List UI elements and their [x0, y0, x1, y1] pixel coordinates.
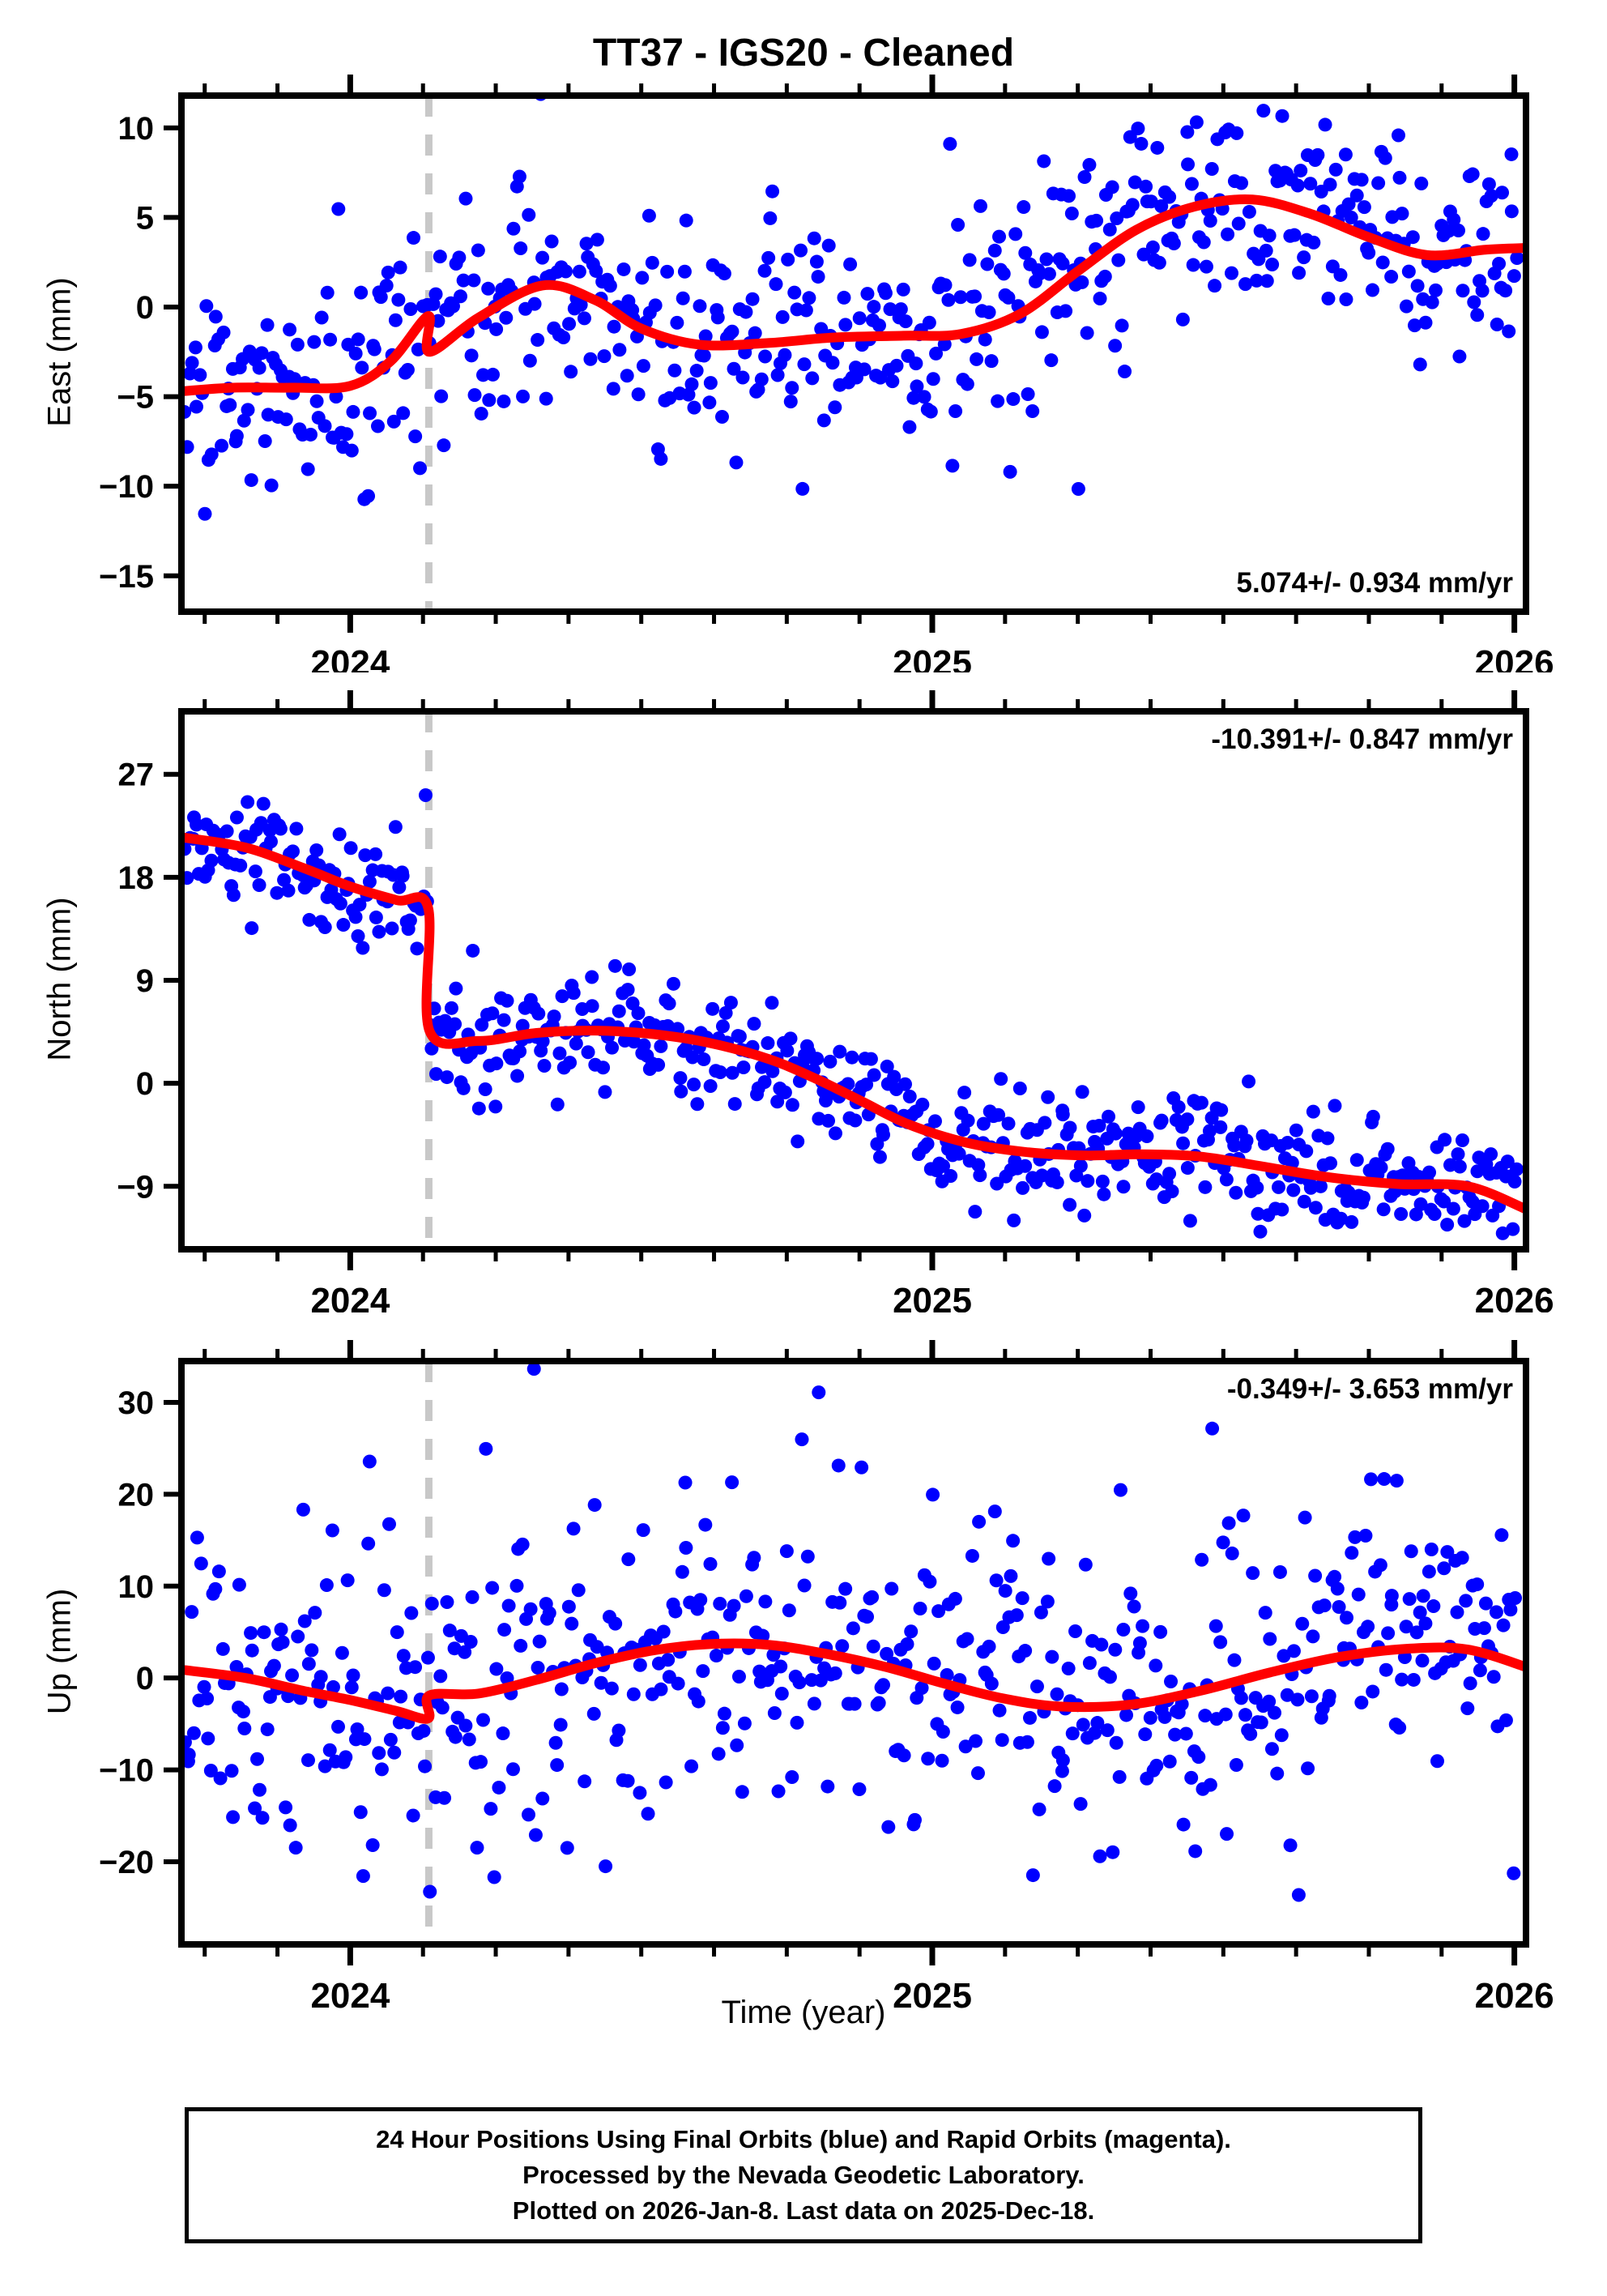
y-tick-label: 20	[118, 1477, 155, 1513]
y-tick-label: 30	[118, 1385, 155, 1421]
rate-annotation: 5.074+/- 0.934 mm/yr	[1237, 567, 1514, 599]
plot-frame	[178, 1358, 1529, 1948]
y-tick-label: 27	[118, 758, 155, 793]
x-tick-label: 2024	[310, 1976, 390, 2009]
data-points	[181, 96, 1524, 521]
y-tick-label: 0	[136, 1661, 154, 1696]
x-tick-label: 2025	[893, 643, 972, 672]
y-tick-label: 0	[136, 290, 154, 326]
plot-frame	[178, 92, 1529, 615]
y-tick-label: 0	[136, 1066, 154, 1102]
x-tick-label: 2024	[310, 1281, 390, 1312]
x-tick-label: 2026	[1475, 1281, 1554, 1312]
y-tick-label: −10	[99, 1753, 154, 1789]
y-tick-label: −9	[117, 1169, 154, 1205]
data-points	[181, 788, 1524, 1240]
north-plot-svg: 27 18 9 0 −9 2024 2025 2026 -10.391+/- 0.847 mm/…	[117, 690, 1554, 1312]
up-plot-svg: 30 20 10 0 −10 −20 2024 2025 2026 -0.349+/- 3.653…	[99, 1340, 1554, 2009]
page-title: TT37 - IGS20 - Cleaned	[592, 32, 1015, 75]
y-tick-label: 18	[118, 860, 155, 896]
data-points	[181, 1362, 1523, 1902]
y-tick-label: 10	[118, 1569, 155, 1605]
panel-east: 10 5 0 −5 −10 −15 2024 2025 2026 5.074+/- 0.934 m…	[0, 0, 1607, 672]
y-tick-label: −20	[99, 1845, 154, 1880]
caption-line-3: Plotted on 2026-Jan-8. Last data on 2025…	[512, 2196, 1095, 2225]
up-axis-label: Up (mm)	[41, 1588, 78, 1715]
model-curve	[181, 1638, 1526, 1724]
north-axis-label: North (mm)	[41, 897, 78, 1061]
x-tick-label: 2025	[893, 1976, 972, 2009]
x-tick-label: 2025	[893, 1281, 972, 1312]
caption-line-2: Processed by the Nevada Geodetic Laborat…	[522, 2160, 1085, 2189]
model-curve	[181, 194, 1526, 396]
y-tick-label: 9	[136, 963, 154, 999]
x-axis-label: Time (year)	[721, 1995, 886, 2030]
y-tick-label: 10	[118, 111, 155, 147]
figure-caption-box: 24 Hour Positions Using Final Orbits (bl…	[185, 2107, 1422, 2243]
rate-annotation: -10.391+/- 0.847 mm/yr	[1211, 723, 1513, 755]
x-tick-label: 2026	[1475, 643, 1554, 672]
y-tick-label: 5	[136, 200, 154, 236]
caption-line-1: 24 Hour Positions Using Final Orbits (bl…	[376, 2124, 1231, 2153]
y-tick-label: −5	[117, 380, 154, 416]
panel-north: 27 18 9 0 −9 2024 2025 2026 -10.391+/- 0.847 mm/…	[0, 672, 1607, 1312]
rate-annotation: -0.349+/- 3.653 mm/yr	[1227, 1373, 1514, 1405]
panel-up: 30 20 10 0 −10 −20 2024 2025 2026 -0.349+/- 3.653…	[0, 1312, 1607, 2009]
x-tick-label: 2024	[310, 643, 390, 672]
east-axis-label: East (mm)	[41, 277, 78, 427]
y-tick-label: −10	[99, 469, 154, 505]
x-tick-label: 2026	[1475, 1976, 1554, 2009]
model-curve	[181, 832, 1526, 1214]
east-plot-svg: 10 5 0 −5 −10 −15 2024 2025 2026 5.074+/- 0.934 m…	[99, 75, 1554, 672]
y-tick-label: −15	[99, 559, 154, 595]
